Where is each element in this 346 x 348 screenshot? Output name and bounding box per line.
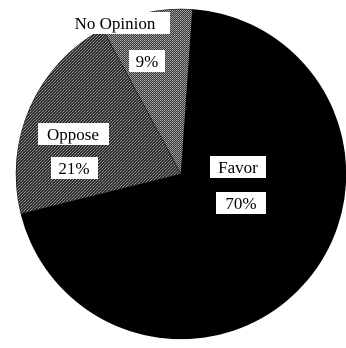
slice-label-text: Favor <box>218 158 258 177</box>
slice-value-text: 21% <box>58 159 89 178</box>
slice-label-text: No Opinion <box>75 14 156 33</box>
pie-slice-favor <box>20 9 346 340</box>
slice-label-favor: Favor 70% <box>210 156 266 214</box>
slice-value-text: 70% <box>225 194 256 213</box>
slice-label-text: Oppose <box>47 125 99 144</box>
slice-label-no-opinion: No Opinion 9% <box>60 12 170 72</box>
pie-labels: No Opinion 9% Oppose 21% Favor 70% <box>38 12 266 214</box>
slice-label-oppose: Oppose 21% <box>38 123 109 179</box>
slice-value-text: 9% <box>136 52 159 71</box>
